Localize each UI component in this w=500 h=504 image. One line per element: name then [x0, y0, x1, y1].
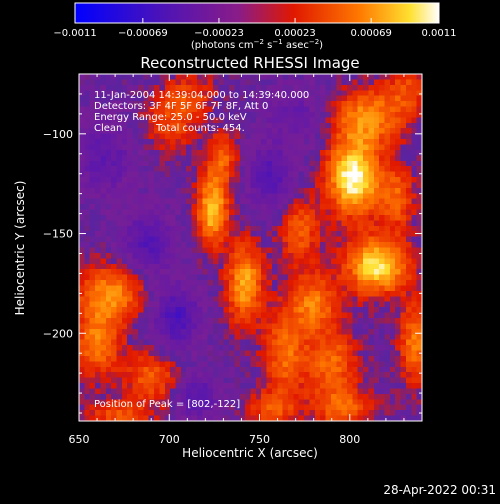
- time-range-label: 11-Jan-2004 14:39:04.000 to 14:39:40.000: [94, 90, 309, 101]
- colorbar-tick-label: 0.0011: [422, 28, 457, 39]
- heatmap-image: [79, 74, 422, 421]
- energy-range-label: Energy Range: 25.0 - 50.0 keV: [94, 112, 247, 123]
- y-tick-label: −100: [43, 128, 73, 141]
- colorbar-tick-label: −0.00023: [194, 28, 244, 39]
- colorbar-gradient: [75, 3, 439, 23]
- colorbar-tick-label: 0.00023: [274, 28, 315, 39]
- x-axis-label: Heliocentric X (arcsec): [182, 446, 318, 460]
- detectors-label: Detectors: 3F 4F 5F 6F 7F 8F, Att 0: [94, 101, 268, 112]
- y-axis-label: Heliocentric Y (arcsec): [13, 181, 27, 316]
- image-annotations: 11-Jan-2004 14:39:04.000 to 14:39:40.000…: [94, 90, 309, 410]
- x-tick-label: 800: [339, 433, 360, 446]
- colorbar-units: (photons cm−2 s−1 asec−2): [191, 38, 323, 51]
- method-label: Clean: [94, 123, 122, 134]
- y-tick-label: −150: [43, 228, 73, 241]
- colorbar-frame: [74, 2, 440, 24]
- plot-frame: [78, 73, 423, 422]
- total-counts-label: Total counts: 454.: [155, 123, 245, 134]
- axis-ticks: 650 700 750 800 −100 −150 −200: [43, 73, 423, 446]
- colorbar-tick-label: −0.0011: [53, 28, 96, 39]
- x-tick-label: 650: [69, 433, 90, 446]
- colorbar: −0.0011 −0.00069 −0.00023 0.00023 0.00069 0.0…: [53, 2, 457, 51]
- x-tick-label: 700: [159, 433, 180, 446]
- chart-title: Reconstructed RHESSI Image: [140, 54, 359, 72]
- x-tick-label: 750: [249, 433, 270, 446]
- y-tick-label: −200: [43, 327, 73, 340]
- colorbar-tick-label: 0.00069: [350, 28, 391, 39]
- peak-position-label: Position of Peak = [802,-122]: [94, 399, 240, 410]
- timestamp-label: 28-Apr-2022 00:31: [383, 483, 496, 497]
- colorbar-ticks: −0.0011 −0.00069 −0.00023 0.00023 0.00069 0.0…: [53, 18, 457, 39]
- colorbar-tick-label: −0.00069: [118, 28, 168, 39]
